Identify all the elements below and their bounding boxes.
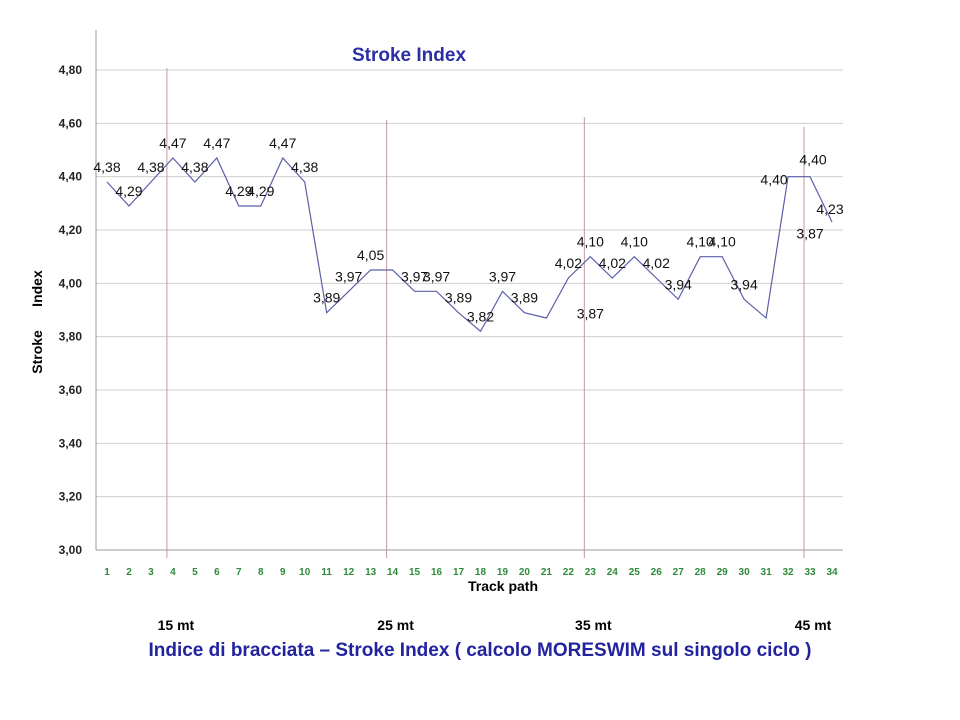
data-label: 4,29 bbox=[247, 183, 274, 199]
x-tick-label: 16 bbox=[431, 567, 443, 578]
data-label: 3,82 bbox=[467, 308, 494, 324]
x-tick-label: 7 bbox=[236, 567, 242, 578]
x-tick-label: 24 bbox=[607, 567, 619, 578]
data-label: 3,97 bbox=[401, 268, 428, 284]
x-tick-label: 11 bbox=[321, 567, 332, 578]
data-label: 4,29 bbox=[225, 183, 252, 199]
data-label: 4,10 bbox=[577, 234, 604, 250]
x-tick-label: 28 bbox=[695, 567, 707, 578]
y-tick-label: 4,60 bbox=[59, 116, 83, 130]
x-tick-label: 13 bbox=[365, 567, 377, 578]
data-label: 4,38 bbox=[291, 159, 318, 175]
data-label: 4,02 bbox=[555, 255, 582, 271]
x-tick-label: 32 bbox=[782, 567, 794, 578]
data-label: 4,38 bbox=[137, 159, 164, 175]
x-tick-labels: 1 2 3 4 5 6 7 8 9 10 11 12 13 14 15 16 17 18 19 20 21 22 23 24 2… bbox=[104, 567, 838, 578]
y-tick-label: 4,00 bbox=[59, 276, 83, 290]
distance-marker-label: 15 mt bbox=[157, 617, 195, 633]
x-tick-label: 25 bbox=[629, 567, 641, 578]
chart-title: Stroke Index bbox=[352, 45, 466, 66]
distance-marker-label: 45 mt bbox=[794, 617, 832, 633]
y-tick-label: 3,00 bbox=[59, 543, 83, 557]
data-label: 3,97 bbox=[489, 268, 516, 284]
y-tick-label: 4,80 bbox=[59, 63, 83, 77]
data-label: 4,47 bbox=[269, 135, 296, 151]
x-tick-label: 23 bbox=[585, 567, 597, 578]
data-label: 4,10 bbox=[687, 234, 714, 250]
data-label: 3,89 bbox=[445, 290, 472, 306]
data-label: 3,89 bbox=[313, 290, 340, 306]
data-label: 4,29 bbox=[115, 183, 142, 199]
y-tick-label: 3,60 bbox=[59, 383, 83, 397]
x-tick-label: 19 bbox=[497, 567, 509, 578]
x-tick-label: 27 bbox=[673, 567, 685, 578]
data-label: 4,02 bbox=[643, 255, 670, 271]
x-tick-label: 18 bbox=[475, 567, 487, 578]
distance-marker-layer bbox=[166, 68, 805, 558]
x-tick-label: 6 bbox=[214, 567, 220, 578]
x-tick-label: 12 bbox=[343, 567, 355, 578]
stroke-index-series-line bbox=[106, 156, 833, 333]
x-tick-label: 9 bbox=[280, 567, 286, 578]
y-tick-label: 3,80 bbox=[59, 330, 83, 344]
x-tick-label: 3 bbox=[148, 567, 154, 578]
distance-marker-label: 35 mt bbox=[575, 617, 612, 633]
x-tick-label: 22 bbox=[563, 567, 575, 578]
x-tick-label: 31 bbox=[761, 567, 773, 578]
grid-layer bbox=[96, 69, 843, 551]
data-label: 4,23 bbox=[816, 201, 843, 217]
distance-marker-label: 25 mt bbox=[377, 617, 414, 633]
data-label: 3,94 bbox=[665, 276, 692, 292]
y-tick-label: 4,20 bbox=[59, 223, 83, 237]
data-label: 4,47 bbox=[203, 135, 230, 151]
x-tick-label: 15 bbox=[409, 567, 421, 578]
data-label: 3,94 bbox=[730, 276, 757, 292]
data-label: 4,40 bbox=[799, 152, 826, 168]
data-label: 4,47 bbox=[159, 135, 186, 151]
y-axis-title: Stroke Index bbox=[29, 270, 45, 374]
x-tick-label: 14 bbox=[387, 567, 399, 578]
x-tick-label: 8 bbox=[258, 567, 264, 578]
x-tick-label: 34 bbox=[826, 567, 838, 578]
data-label: 3,97 bbox=[335, 268, 362, 284]
x-tick-label: 4 bbox=[170, 567, 176, 578]
data-label: 4,40 bbox=[760, 172, 787, 188]
data-label: 4,38 bbox=[93, 159, 120, 175]
data-label: 3,89 bbox=[511, 290, 538, 306]
x-tick-label: 2 bbox=[126, 567, 132, 578]
data-labels: 4,384,294,384,474,384,474,294,294,474,38… bbox=[93, 135, 843, 324]
data-label: 3,87 bbox=[577, 306, 604, 322]
x-tick-label: 5 bbox=[192, 567, 198, 578]
data-label: 3,87 bbox=[796, 226, 823, 242]
data-label: 4,10 bbox=[709, 234, 736, 250]
data-label: 3,97 bbox=[423, 268, 450, 284]
data-label: 4,05 bbox=[357, 247, 384, 263]
x-tick-label: 29 bbox=[717, 567, 729, 578]
data-label: 4,02 bbox=[599, 255, 626, 271]
x-tick-label: 10 bbox=[299, 567, 311, 578]
x-tick-label: 26 bbox=[651, 567, 663, 578]
y-tick-label: 3,40 bbox=[59, 436, 83, 450]
x-tick-label: 21 bbox=[541, 567, 553, 578]
y-tick-labels: 3,00 3,20 3,40 3,60 3,80 4,00 4,20 4,40 4,60 4,80 bbox=[59, 63, 83, 557]
x-tick-label: 17 bbox=[453, 567, 465, 578]
y-tick-label: 3,20 bbox=[59, 490, 83, 504]
figure-caption: Indice di bracciata – Stroke Index ( cal… bbox=[148, 640, 812, 661]
x-tick-label: 33 bbox=[804, 567, 816, 578]
data-label: 4,10 bbox=[621, 234, 648, 250]
x-tick-label: 30 bbox=[739, 567, 751, 578]
y-tick-label: 4,40 bbox=[59, 170, 83, 184]
x-axis-title: Track path bbox=[468, 578, 538, 594]
x-tick-label: 20 bbox=[519, 567, 531, 578]
x-tick-label: 1 bbox=[104, 567, 110, 578]
data-label: 4,38 bbox=[181, 159, 208, 175]
